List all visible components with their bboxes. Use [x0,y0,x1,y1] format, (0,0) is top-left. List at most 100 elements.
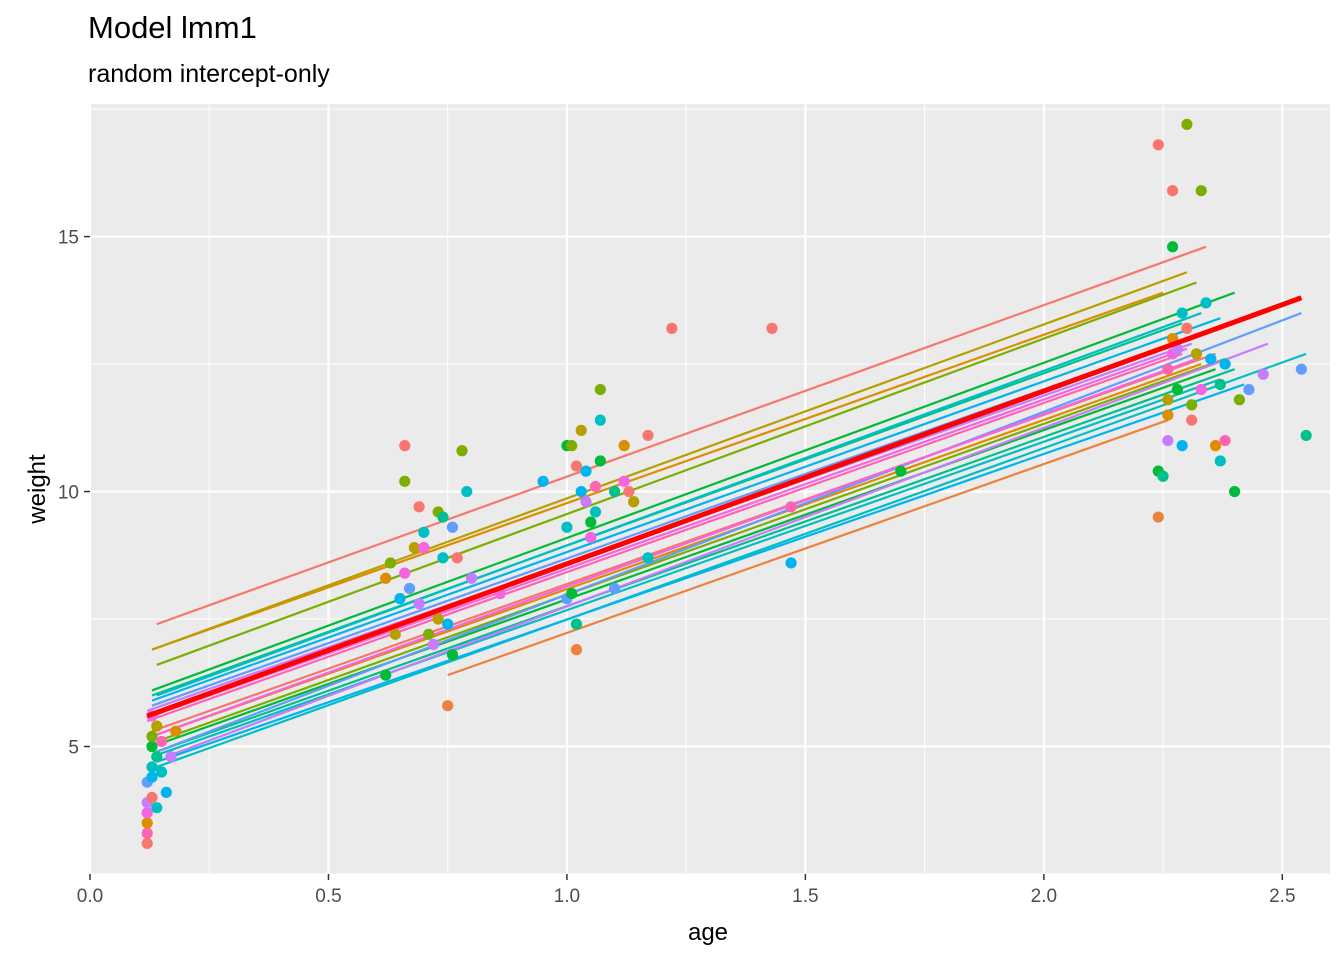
data-point [766,322,778,334]
data-points [141,118,1312,850]
data-point [384,557,397,569]
data-point [160,786,172,799]
subject-line [156,357,1226,743]
data-point [442,700,454,712]
data-point [408,542,420,554]
data-point [585,531,597,544]
data-point [1186,414,1198,426]
data-point [594,455,606,467]
data-point [141,827,153,839]
data-point [1219,434,1231,447]
data-point [418,542,430,554]
data-point [1257,368,1269,380]
data-point [141,837,153,850]
data-point [399,475,411,487]
data-point [570,618,583,630]
data-point [628,496,640,508]
data-point [1181,322,1193,334]
subject-lines [146,245,1307,768]
data-point [566,440,578,452]
data-point [380,669,392,681]
data-point [1195,185,1207,197]
data-point [1190,348,1203,360]
y-tick-label: 15 [58,228,79,249]
data-point [1209,440,1222,452]
subject-line [156,281,1197,666]
data-point [580,496,592,508]
data-point [413,598,425,610]
subject-line [151,378,1221,758]
data-point [146,730,158,742]
data-point [1205,353,1217,365]
plot-panel [90,104,1330,874]
axes: 0.0 0.5 1.0 1.5 2.0 2.5 5 10 15 [58,228,1296,907]
data-point [155,735,168,748]
data-point [1214,378,1226,391]
data-point [570,644,583,656]
population-line [146,295,1303,719]
subject-line [146,352,1183,723]
x-tick-label: 2.5 [1269,886,1295,907]
data-point [561,521,573,533]
subject-line [156,312,1202,697]
data-point [618,475,630,487]
y-tick-label: 5 [68,738,79,759]
data-point [785,557,797,569]
data-point [437,511,449,523]
x-tick-label: 1.0 [554,886,580,907]
data-point [155,766,168,778]
data-point [623,485,635,498]
data-point [442,618,454,630]
data-point [785,501,797,513]
data-point [418,526,430,538]
subject-line [151,317,1221,702]
data-point [642,429,654,442]
data-point [580,465,592,477]
data-point [451,552,463,564]
data-point [1200,297,1212,309]
data-point [151,802,163,814]
data-point [432,613,444,625]
data-point [399,440,411,452]
data-point [1167,185,1179,197]
data-point [413,501,425,513]
data-point [575,485,587,498]
data-point [1219,358,1231,370]
data-point [394,593,406,605]
data-point [146,771,158,783]
data-point [423,628,435,640]
data-point [146,740,158,753]
data-point [461,485,473,498]
data-point [666,322,678,334]
data-point [165,751,177,763]
data-point [399,567,411,579]
data-point [456,445,468,457]
data-point [1229,485,1241,498]
x-axis-title: age [688,919,728,946]
data-point [566,587,578,600]
data-point [585,516,597,528]
data-point [1233,394,1245,406]
data-point [427,638,439,651]
subject-line [151,271,1188,651]
data-point [589,480,602,493]
x-tick-label: 0.5 [315,886,341,907]
data-point [389,628,401,640]
data-point [1171,383,1183,396]
chart-subtitle: random intercept-only [88,60,330,88]
data-point [446,521,459,533]
data-point [146,791,158,804]
subject-line [151,368,1216,748]
population-line-group [146,295,1303,719]
data-point [1152,511,1164,523]
data-point [141,807,153,819]
data-point [1300,429,1312,442]
data-point [642,552,654,564]
data-point [151,720,163,732]
data-point [1162,409,1174,421]
data-point [1162,363,1174,375]
data-point [141,817,153,829]
data-point [1295,363,1307,375]
subject-line [156,312,1302,753]
subject-line [151,347,1188,717]
